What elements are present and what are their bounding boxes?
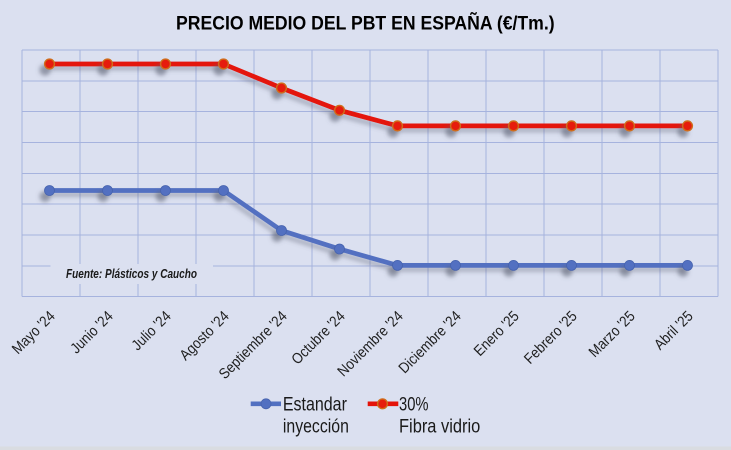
svg-text:Fuente: Plásticos y Caucho: Fuente: Plásticos y Caucho bbox=[66, 267, 197, 281]
svg-text:30%: 30% bbox=[399, 395, 429, 416]
svg-text:PRECIO MEDIO DEL PBT EN ESPAÑA: PRECIO MEDIO DEL PBT EN ESPAÑA (€/Tm.) bbox=[176, 11, 555, 34]
svg-text:inyección: inyección bbox=[283, 417, 349, 438]
svg-text:Estandar: Estandar bbox=[283, 395, 348, 416]
svg-text:Fibra vidrio: Fibra vidrio bbox=[399, 417, 480, 438]
